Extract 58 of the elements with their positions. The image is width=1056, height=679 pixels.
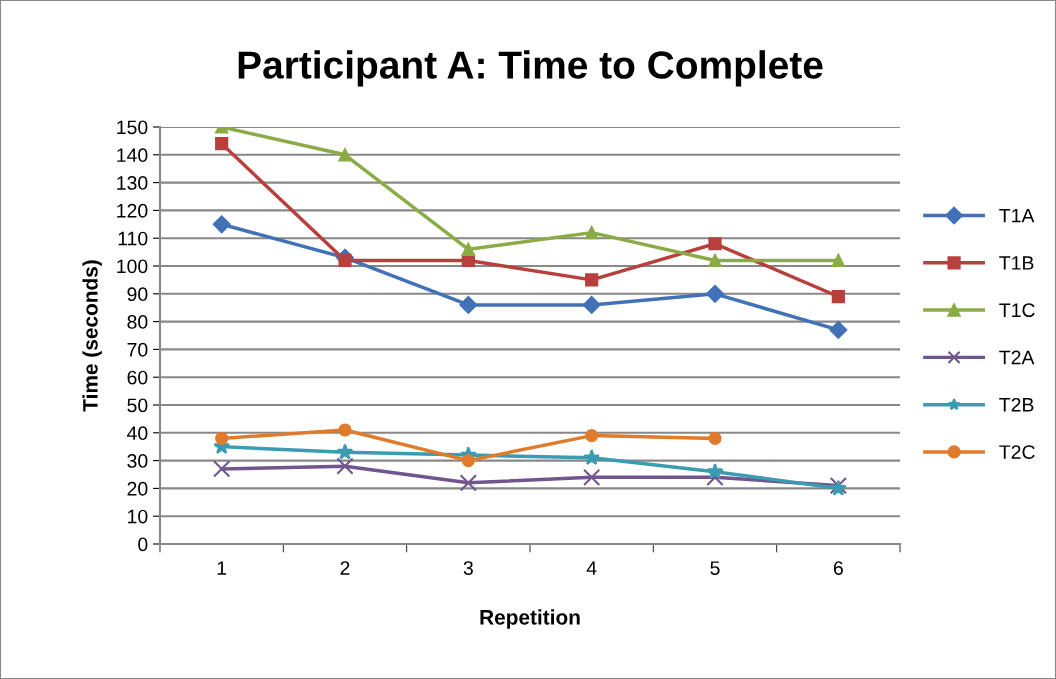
y-tick-label: 100 [117,259,148,274]
point [831,289,845,304]
x-tick-label: 3 [463,561,473,575]
y-tick-label: 150 [117,120,148,135]
point [708,253,722,268]
x-tick-label: 6 [833,561,843,575]
point [831,253,845,268]
y-axis-title: Time (seconds) [82,260,102,412]
y-tick-label: 50 [127,398,148,413]
point [708,431,722,445]
point [708,237,722,251]
point [338,148,352,162]
y-tick-label: 70 [127,342,148,357]
legend-label: T1A [999,208,1035,223]
point [583,449,600,466]
point [338,423,352,437]
x-tick-label: 5 [710,561,720,575]
y-tick-label: 10 [128,509,148,524]
point [459,296,478,314]
point [338,253,352,268]
y-tick-label: 110 [118,231,148,246]
point [215,431,229,445]
y-tick-label: 90 [127,287,148,302]
y-tick-label: 20 [127,481,148,496]
y-tick-label: 0 [138,537,148,552]
y-tick-label: 120 [117,203,148,218]
x-tick-label: 2 [340,561,350,575]
point [212,215,231,234]
legend-label: T2C [999,445,1035,459]
x-tick-label: 4 [586,561,597,575]
y-tick-label: 80 [127,315,148,329]
point [585,273,599,287]
point [706,463,724,479]
y-tick-label: 130 [117,176,148,190]
y-tick-label: 60 [127,370,148,385]
point [706,284,724,303]
point [212,460,231,478]
legend-label: T1B [999,256,1034,270]
legend-label: T1C [999,303,1035,318]
point [829,321,848,339]
y-tick-label: 140 [117,148,148,163]
point [585,226,599,240]
point [336,457,354,475]
point [461,242,475,256]
point [582,468,601,486]
legend-label: T2A [999,350,1035,365]
point [582,296,601,314]
x-axis-title: Repetition [480,609,580,629]
x-tick-label: 1 [217,561,227,575]
y-tick-label: 30 [127,454,148,468]
chart-title: Participant A: Time to Complete [238,50,823,87]
point [336,443,354,460]
point [461,454,475,468]
point [215,137,229,151]
point [459,474,478,492]
legend-label: T2B [999,397,1034,412]
y-tick-label: 40 [127,426,148,441]
point [585,428,599,443]
